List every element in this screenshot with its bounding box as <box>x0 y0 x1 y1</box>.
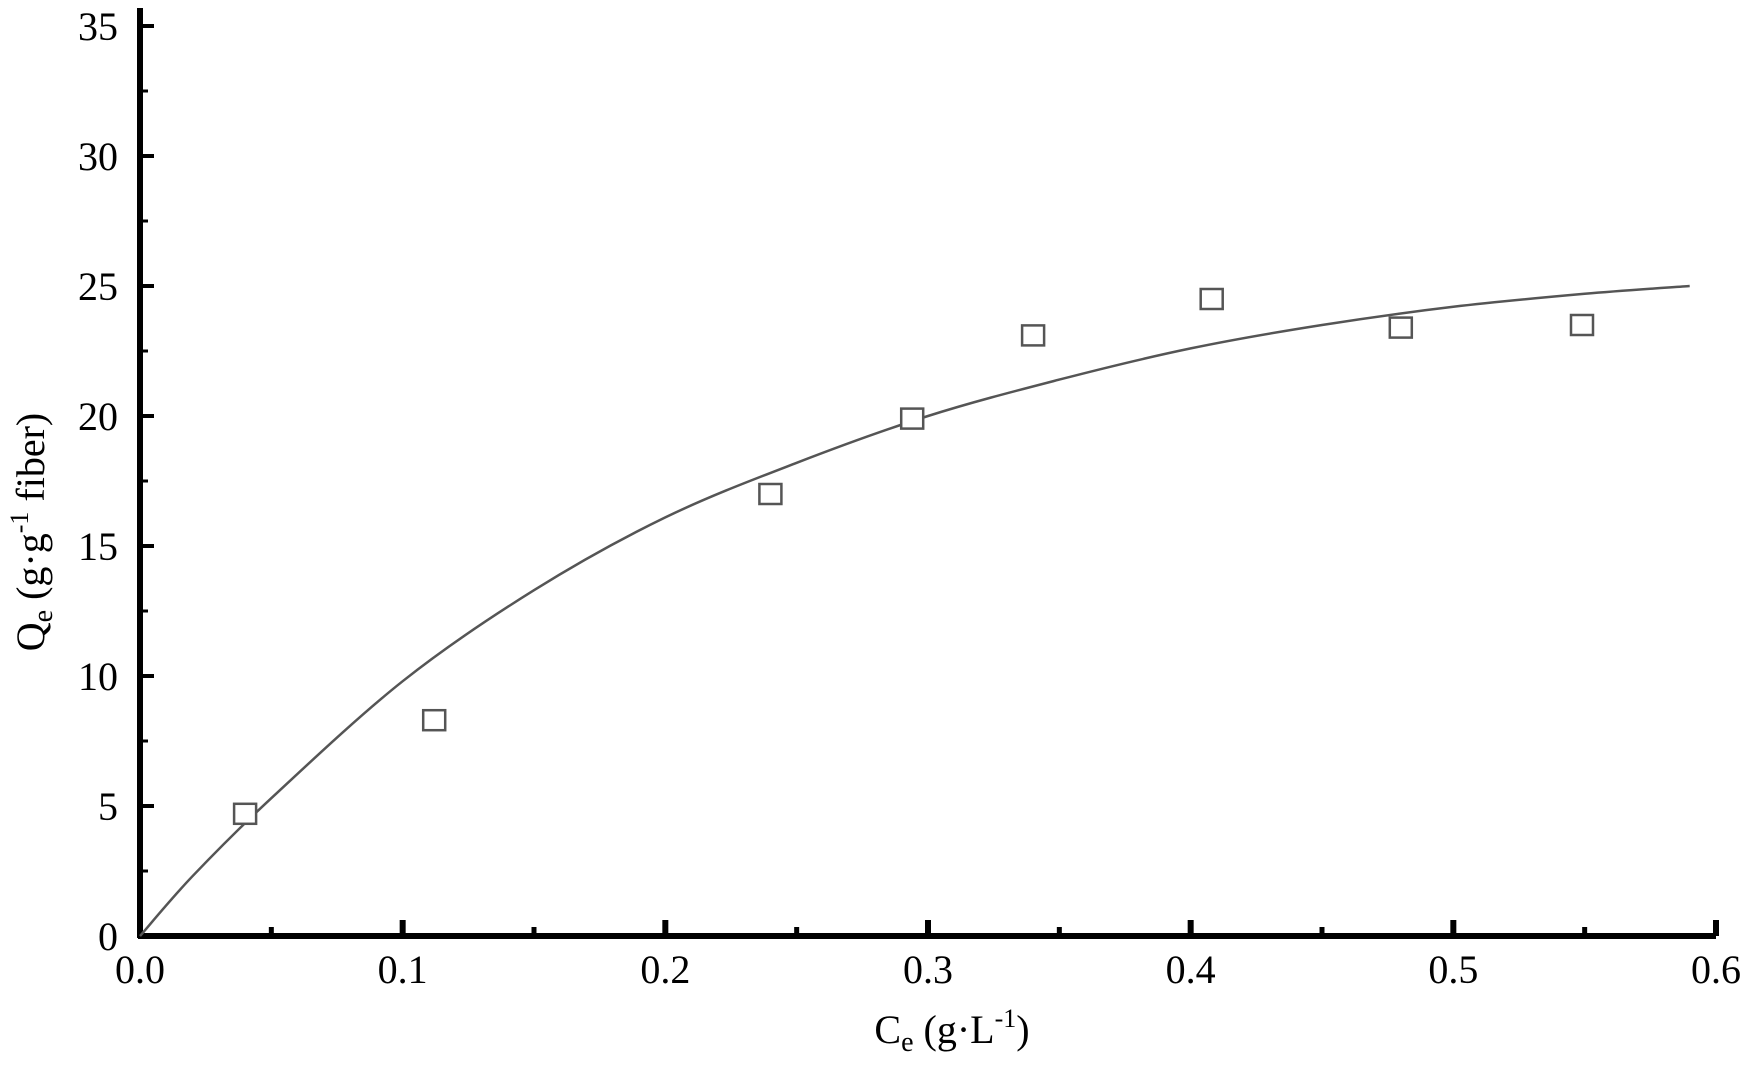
x-axis-label-sup: -1 <box>995 1004 1017 1033</box>
x-tick-label: 0.0 <box>115 947 165 992</box>
data-point-square <box>1020 324 1046 347</box>
data-point-square <box>1199 287 1224 311</box>
data-point-square <box>1569 313 1595 337</box>
y-tick-label: 20 <box>78 394 118 439</box>
y-tick-label: 15 <box>78 524 118 569</box>
y-axis-label-rest: (g·g <box>8 533 53 610</box>
data-point-square <box>421 708 447 732</box>
axes-layer <box>137 8 1716 939</box>
x-tick-label: 0.3 <box>903 947 953 992</box>
x-tick-label: 0.4 <box>1166 947 1216 992</box>
x-tick-label: 0.1 <box>378 947 428 992</box>
x-axis-label-rest: (g·L <box>914 1007 995 1052</box>
x-tick-label: 0.6 <box>1691 947 1741 992</box>
data-point-square <box>232 802 258 826</box>
y-tick-label: 30 <box>78 134 118 179</box>
data-point-square <box>899 407 925 430</box>
fit-curve-layer <box>139 284 1690 937</box>
y-tick-label: 35 <box>78 4 118 49</box>
y-tick-label: 0 <box>98 914 118 959</box>
y-axis-label-sup: -1 <box>5 512 34 534</box>
y-axis-label-end: fiber) <box>8 413 53 512</box>
data-point-square <box>758 482 783 506</box>
x-axis-label: Ce (g·L-1) <box>874 1004 1029 1058</box>
y-axis-label-sub: e <box>28 610 59 622</box>
y-tick-label: 5 <box>98 784 118 829</box>
data-points-layer <box>232 287 1595 826</box>
y-tick-label: 10 <box>78 654 118 699</box>
data-point-square <box>1388 316 1414 339</box>
x-axis-label-main: C <box>874 1007 901 1052</box>
x-axis-label-sub: e <box>901 1027 913 1058</box>
y-axis-label: Qe (g·g-1 fiber) <box>5 413 59 651</box>
y-tick-label: 25 <box>78 264 118 309</box>
fit-curve-line <box>139 284 1690 937</box>
x-tick-label: 0.2 <box>640 947 690 992</box>
x-tick-label: 0.5 <box>1428 947 1478 992</box>
ticks-layer: 0.0 0.1 0.2 0.3 0.4 0.5 0.6 0 5 10 15 20 25 30 35 <box>78 4 1741 992</box>
x-axis-label-end: ) <box>1016 1007 1029 1052</box>
y-axis-label-main: Q <box>8 622 53 651</box>
